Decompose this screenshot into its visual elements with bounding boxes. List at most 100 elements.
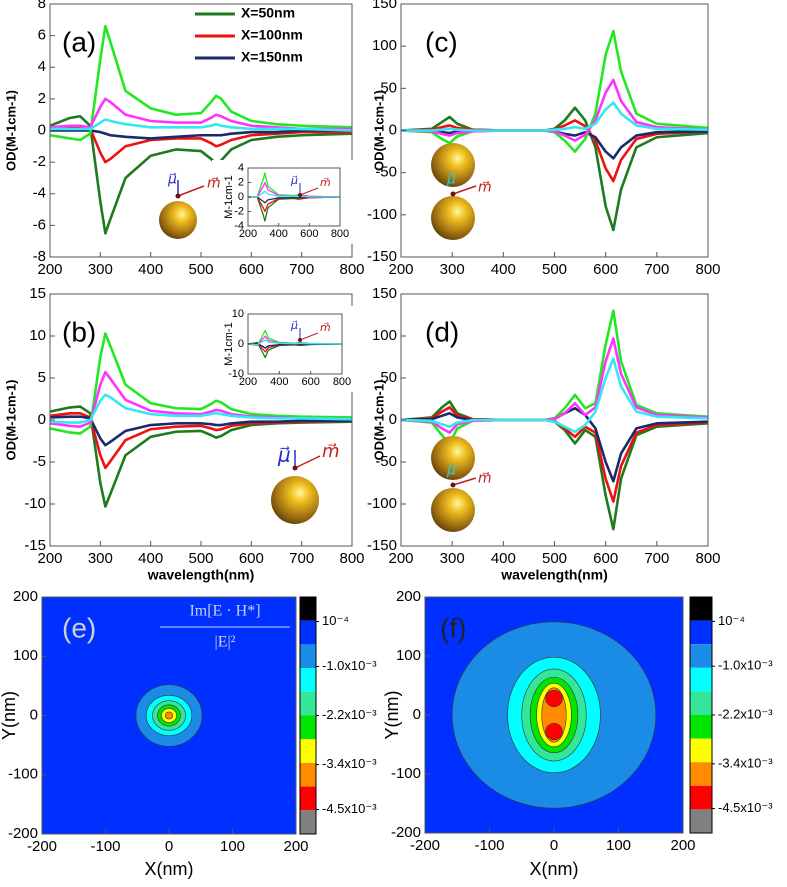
y-axis-label: OD(M-1cm-1) <box>371 90 386 171</box>
colorbar-label: -3.4x10⁻³ <box>322 756 377 771</box>
x-tick-label: 200 <box>239 376 257 388</box>
colorbar-label: -4.5x10⁻³ <box>322 801 377 816</box>
x-tick-label: 500 <box>188 550 213 567</box>
dot <box>298 193 302 197</box>
series-line <box>401 357 708 434</box>
series-line <box>50 118 352 132</box>
colorbar-block <box>690 691 712 715</box>
panel-label: (d) <box>425 316 459 347</box>
y-tick-label: -2 <box>33 153 46 170</box>
colorbar-label: -2.2x10⁻³ <box>718 706 773 721</box>
colorbar-label: 10⁻⁴ <box>718 613 745 628</box>
y-tick-label: -10 <box>228 368 244 380</box>
inset-background <box>212 306 356 392</box>
sphere <box>271 476 319 524</box>
x-tick-label: 400 <box>138 550 163 567</box>
lines <box>248 329 342 359</box>
colorbar-block <box>300 762 316 787</box>
dot <box>450 482 456 488</box>
colorbar-block <box>690 785 712 810</box>
arrow <box>294 455 321 469</box>
x-tick-label: 700 <box>289 550 314 567</box>
x-tick-label: 800 <box>339 550 364 567</box>
sphere <box>431 143 475 187</box>
y-tick-label: -8 <box>33 248 46 265</box>
y-tick-label: 50 <box>380 79 397 96</box>
x-tick-label: 0 <box>165 838 173 855</box>
x-tick-label: 200 <box>239 228 257 240</box>
series-line <box>401 337 708 434</box>
x-tick-label: 300 <box>88 261 113 278</box>
x-tick-label: 200 <box>670 837 695 854</box>
lines <box>50 24 352 235</box>
x-tick-label: 800 <box>331 228 349 240</box>
y-tick-label: -50 <box>375 453 397 470</box>
y-tick-label: 0 <box>30 706 38 723</box>
y-tick-label: 2 <box>38 90 46 107</box>
x-tick-label: 700 <box>289 261 314 278</box>
x-tick-label: 400 <box>269 228 287 240</box>
x-tick-label: 800 <box>695 261 720 278</box>
colorbar-block <box>690 644 712 668</box>
colorbar-label: -1.0x10⁻³ <box>718 658 773 673</box>
dot <box>298 338 302 342</box>
x-tick-label: 0 <box>550 837 558 854</box>
series-line <box>401 129 708 160</box>
colorbar-block <box>690 597 712 621</box>
regions <box>135 684 203 747</box>
panel-label: (c) <box>425 26 458 57</box>
panel-label: (b) <box>62 316 96 347</box>
x-tick-label: 400 <box>491 550 516 567</box>
x-tick-label: 200 <box>388 261 413 278</box>
series-line <box>248 181 340 198</box>
y-tick-label: -4 <box>33 185 46 202</box>
dot <box>175 193 181 199</box>
y-tick-label: 150 <box>372 0 397 12</box>
x-tick-label: 800 <box>695 550 720 567</box>
icons: μ⃗ m⃗ μ⃗ m⃗ μ⃗ m⃗ μ⃗ m⃗ Im[E · H*] |E|² <box>159 143 492 651</box>
y-tick-label: -100 <box>8 766 38 783</box>
colorbar-block <box>690 762 712 786</box>
y-tick-label: 0 <box>38 411 46 428</box>
colorbar-block <box>300 715 316 740</box>
x-tick-label: 600 <box>593 261 618 278</box>
x-tick-label: 100 <box>220 838 245 855</box>
x-tick-label: 300 <box>440 261 465 278</box>
arrow <box>177 185 205 197</box>
series-line <box>401 78 708 142</box>
sphere <box>431 488 475 532</box>
y-tick-label: 5 <box>38 369 46 386</box>
x-tick-label: 400 <box>491 261 516 278</box>
y-tick-label: 4 <box>38 58 46 75</box>
arrow <box>299 332 319 341</box>
x-tick-label: 200 <box>388 550 413 567</box>
x-tick-label: 500 <box>542 550 567 567</box>
y-tick-label: 0 <box>413 706 421 723</box>
panel: 200 400 600 800 -4 -2 0 2 4M-1cm-1 μ⃗ m⃗ <box>212 160 354 244</box>
m-label: m⃗ <box>322 441 340 461</box>
panel: 10⁻⁴ -1.0x10⁻³ -2.2x10⁻³ -3.4x10⁻³ -4.5x10⁻³… <box>0 588 377 879</box>
colorbar-block <box>300 644 316 669</box>
x-tick-label: -100 <box>474 837 504 854</box>
y-tick-label: -50 <box>375 164 397 181</box>
x-tick-label: 300 <box>440 550 465 567</box>
m-label: m⃗ <box>207 175 221 191</box>
contour-region <box>545 722 563 741</box>
lines <box>401 29 708 232</box>
series-line <box>50 97 352 131</box>
panel-label: (a) <box>62 26 96 57</box>
x-axis-label: X(nm) <box>145 859 194 879</box>
colorbar-block <box>300 739 316 763</box>
contour-region <box>164 711 174 720</box>
y-tick-label: -100 <box>391 765 421 782</box>
x-tick-label: 400 <box>270 376 288 388</box>
legend-label: X=50nm <box>241 5 295 21</box>
x-tick-label: 600 <box>239 261 264 278</box>
panel: 200 300 400 500 600 700 800 -150 -100 -50 0 50 100 15… <box>367 285 721 583</box>
mu-label: μ⃗ <box>290 175 298 187</box>
series-line <box>401 101 708 132</box>
series-line <box>401 119 708 183</box>
y-tick-label: 10 <box>232 308 244 320</box>
x-axis-label: wavelength(nm) <box>147 567 255 583</box>
